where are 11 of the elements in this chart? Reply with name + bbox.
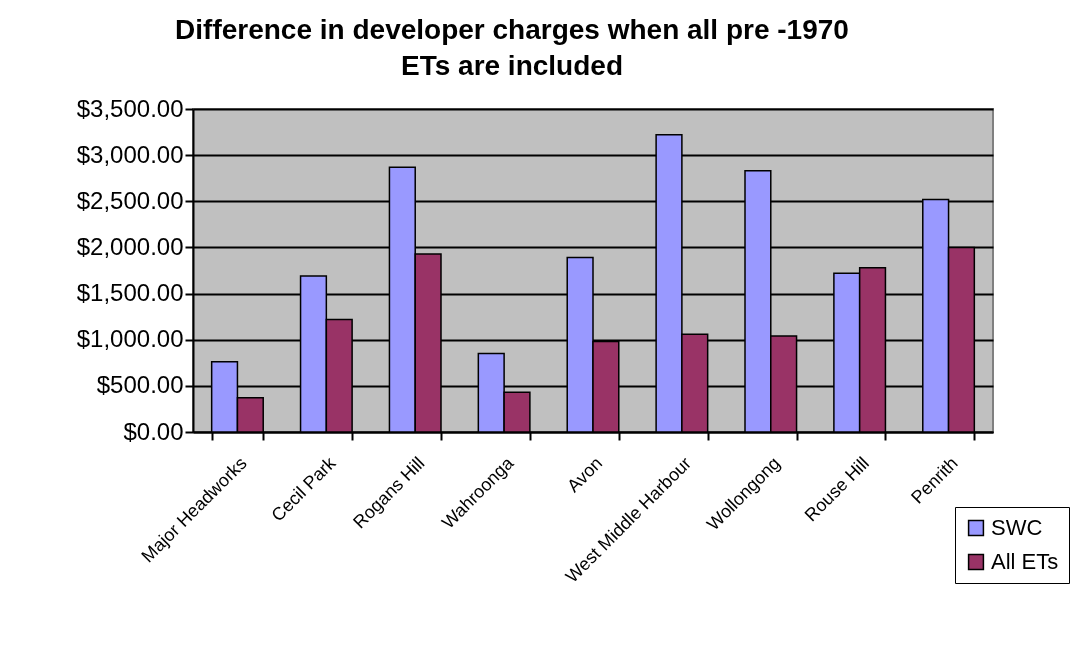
y-tick-label: $1,000.00 [76, 325, 184, 353]
legend-label: SWC [991, 515, 1043, 540]
y-tick-label: $3,500.00 [76, 94, 184, 122]
chart-title: Difference in developer charges when all pre -1970 ETs are included [174, 13, 850, 83]
legend-label: All ETs [991, 549, 1059, 574]
y-tick-label: $2,000.00 [76, 232, 184, 260]
y-tick-label: $500.00 [96, 371, 184, 399]
y-tick-label: $3,000.00 [76, 140, 184, 168]
y-tick-label: $2,500.00 [76, 186, 184, 214]
y-tick-label: $1,500.00 [76, 279, 184, 307]
y-tick-label: $0.00 [123, 417, 184, 445]
